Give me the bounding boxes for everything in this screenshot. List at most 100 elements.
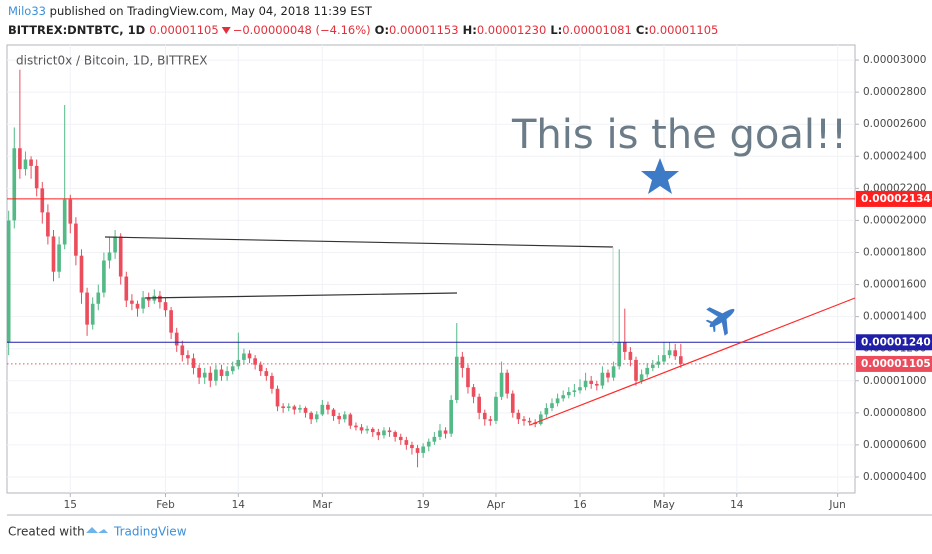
candle-body bbox=[510, 393, 515, 413]
y-tick-label: 0.00002800 bbox=[863, 86, 926, 98]
candle-body bbox=[85, 292, 89, 325]
candle-body bbox=[286, 406, 291, 409]
y-tick-label: 0.00001400 bbox=[863, 311, 926, 323]
x-tick-label: Jun bbox=[828, 499, 845, 511]
tv-logo bbox=[86, 527, 108, 533]
price-label: 0.00001105 bbox=[861, 358, 931, 370]
down-arrow bbox=[221, 27, 231, 34]
y-tick-label: 0.00002000 bbox=[863, 214, 926, 226]
h-label: H: bbox=[463, 23, 477, 37]
x-tick-label: 19 bbox=[416, 499, 429, 511]
candle-body bbox=[393, 432, 397, 437]
footer-created: Created with bbox=[8, 525, 85, 539]
candle-body bbox=[124, 276, 129, 301]
x-tick-label: 15 bbox=[64, 499, 77, 511]
published: published on TradingView.com, May 04, 20… bbox=[50, 4, 373, 18]
candle-body bbox=[202, 372, 207, 378]
x-tick-label: Mar bbox=[312, 499, 332, 511]
candle-body bbox=[594, 383, 599, 386]
candle-body bbox=[527, 420, 532, 423]
candle-body bbox=[471, 387, 476, 397]
y-tick-label: 0.00001600 bbox=[863, 279, 926, 291]
candle-body bbox=[645, 367, 650, 375]
candle-body bbox=[611, 366, 616, 378]
change: −0.00000048 (−4.16%) bbox=[233, 23, 371, 37]
l-label: L: bbox=[550, 23, 562, 37]
candle-body bbox=[57, 244, 61, 272]
x-tick-label: 14 bbox=[232, 499, 246, 511]
candle-body bbox=[40, 188, 45, 213]
candle-body bbox=[438, 430, 442, 437]
candle-body bbox=[432, 436, 437, 442]
candle-body bbox=[488, 419, 493, 421]
candle-body bbox=[197, 367, 201, 378]
candle-body bbox=[118, 236, 123, 277]
candle-body bbox=[443, 430, 448, 434]
candle-body bbox=[662, 355, 666, 362]
candle-body bbox=[578, 387, 582, 391]
candle-body bbox=[174, 332, 179, 346]
candle-body bbox=[617, 342, 622, 367]
candle-body bbox=[258, 364, 263, 372]
candle-body bbox=[342, 414, 347, 420]
candle-body bbox=[141, 297, 145, 309]
candle-body bbox=[583, 380, 588, 388]
candle-body bbox=[62, 199, 67, 245]
y-tick-label: 0.00002400 bbox=[863, 150, 926, 162]
candle-body bbox=[247, 353, 252, 359]
candle-body bbox=[292, 406, 297, 410]
candle-body bbox=[51, 236, 56, 272]
candle-body bbox=[348, 414, 353, 426]
candle-body bbox=[163, 302, 168, 311]
candle-body bbox=[370, 428, 375, 433]
candle-body bbox=[79, 255, 84, 293]
candle-body bbox=[29, 159, 33, 166]
candle-body bbox=[365, 428, 369, 431]
candle-body bbox=[499, 372, 504, 397]
candle-body bbox=[113, 236, 117, 253]
candle-body bbox=[639, 374, 644, 381]
candle-body bbox=[326, 404, 330, 410]
candle-body bbox=[34, 165, 39, 189]
footer-brand[interactable]: TradingView bbox=[113, 525, 187, 539]
y-tick-label: 0.00002600 bbox=[863, 118, 926, 130]
candle-body bbox=[454, 356, 459, 401]
candle-body bbox=[225, 371, 229, 376]
candle-body bbox=[650, 364, 655, 368]
candle-body bbox=[6, 220, 11, 343]
low: 0.00001081 bbox=[562, 23, 632, 37]
candle-body bbox=[90, 303, 95, 325]
author[interactable]: Milo33 bbox=[8, 4, 46, 18]
price-label-box bbox=[856, 190, 932, 207]
candle-body bbox=[376, 432, 381, 436]
candle-body bbox=[275, 388, 280, 407]
candle-body bbox=[466, 367, 470, 388]
candle-body bbox=[382, 430, 386, 436]
y-tick-label: 0.00000400 bbox=[863, 471, 926, 483]
candle-body bbox=[404, 440, 409, 445]
candle-body bbox=[298, 408, 302, 410]
candle-body bbox=[219, 369, 224, 376]
candle-body bbox=[281, 406, 285, 409]
plane-icon bbox=[705, 307, 735, 336]
candle-body bbox=[214, 369, 218, 381]
x-tick-label: 14 bbox=[730, 499, 744, 511]
open: 0.00001153 bbox=[389, 23, 459, 37]
candle-body bbox=[169, 310, 173, 333]
candle-body bbox=[359, 427, 364, 431]
candle-body bbox=[656, 361, 661, 365]
o-label: O: bbox=[375, 23, 389, 37]
candle-body bbox=[426, 441, 431, 447]
x-tick-label: Apr bbox=[487, 499, 506, 511]
candle-body bbox=[634, 359, 638, 381]
candle-body bbox=[68, 199, 73, 224]
close: 0.00001105 bbox=[649, 23, 719, 37]
candle-body bbox=[589, 380, 594, 384]
price-label: 0.00001240 bbox=[861, 336, 931, 348]
candle-body bbox=[477, 396, 481, 413]
candle-body bbox=[544, 408, 549, 415]
candle-body bbox=[667, 350, 672, 356]
